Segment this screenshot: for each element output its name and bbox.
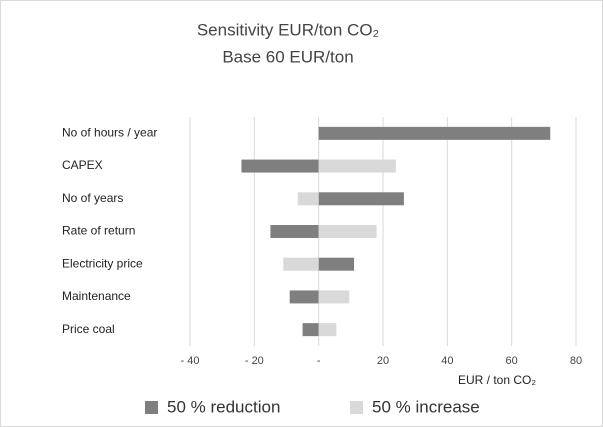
x-tick-label: - 40 (181, 355, 200, 367)
bar (289, 290, 319, 304)
category-label: Electricity price (62, 256, 143, 270)
bar (297, 192, 319, 206)
bar (318, 126, 551, 140)
bar (318, 159, 396, 173)
category-label: Rate of return (62, 224, 135, 238)
x-tick-label: 20 (377, 355, 389, 367)
bar (241, 159, 319, 173)
legend-label: 50 % increase (372, 397, 480, 416)
bar (318, 192, 404, 206)
bar (318, 323, 337, 337)
x-tick-label: - 20 (245, 355, 264, 367)
category-label: Maintenance (62, 289, 131, 303)
x-tick-label: - (317, 355, 321, 367)
category-label: No of years (62, 191, 123, 205)
x-axis-label: EUR / ton CO₂ (458, 373, 536, 387)
x-tick-label: 80 (570, 355, 582, 367)
bar (318, 225, 377, 238)
category-label: CAPEX (62, 158, 103, 172)
bar (283, 257, 319, 271)
legend-swatch (145, 401, 158, 414)
x-tick-label: 60 (506, 355, 518, 367)
category-label: No of hours / year (62, 126, 157, 140)
chart-subtitle: Base 60 EUR/ton (222, 47, 353, 66)
bar (318, 257, 355, 271)
bar (318, 290, 350, 304)
chart-title: Sensitivity EUR/ton CO₂ (197, 20, 379, 39)
bar (270, 225, 319, 238)
category-label: Price coal (62, 322, 115, 336)
legend-label: 50 % reduction (167, 397, 280, 416)
bar (302, 323, 319, 337)
x-tick-label: 40 (441, 355, 453, 367)
legend-swatch (350, 401, 363, 414)
